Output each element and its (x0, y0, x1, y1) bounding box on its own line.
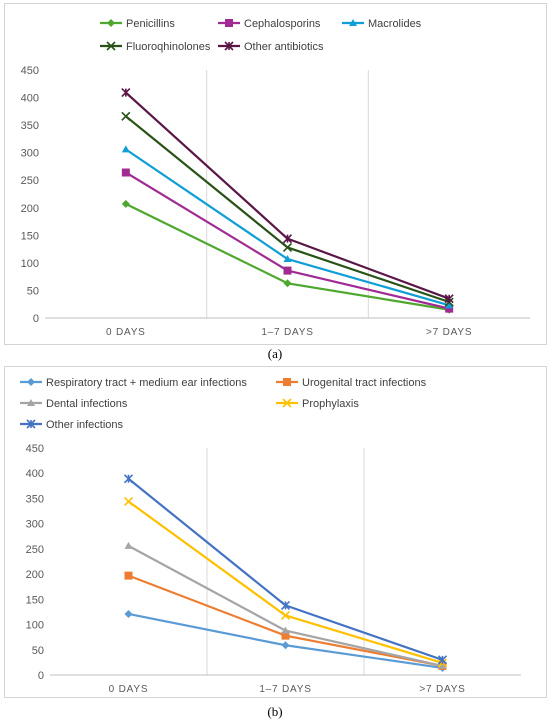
data-point (124, 541, 133, 549)
data-point (283, 255, 292, 263)
legend-label: Dental infections (46, 398, 128, 410)
data-point (280, 610, 291, 621)
legend-marker (27, 399, 35, 406)
legend-marker (225, 19, 233, 27)
y-tick-label: 300 (26, 519, 44, 531)
data-point (444, 294, 454, 304)
y-tick-label: 50 (27, 285, 39, 297)
data-point (281, 631, 290, 640)
y-tick-label: 450 (26, 443, 44, 455)
data-point (280, 600, 291, 610)
legend-label: Penicillins (126, 18, 175, 30)
legend-label: Other infections (46, 419, 124, 431)
data-point (445, 301, 454, 309)
data-point (121, 111, 131, 121)
x-tick-label: 1–7 DAYS (261, 327, 313, 338)
data-point (283, 279, 292, 288)
legend-marker (349, 19, 357, 26)
chart-a: 0 50 100 150 200 250 300 350 400 450 0 DAYS 1–7 DAY… (21, 18, 530, 338)
x-tick-label: 1–7 DAYS (259, 684, 311, 695)
x-tick-label: 0 DAYS (109, 684, 149, 695)
chart-b: 0 50 100 150 200 250 300 350 400 450 0 DAYS 1–7 DAY… (20, 377, 521, 695)
data-point (123, 474, 134, 484)
y-tick-label: 450 (21, 65, 39, 77)
legend-label: Prophylaxis (302, 398, 359, 410)
y-tick-label: 250 (21, 175, 39, 187)
legend-marker (224, 41, 234, 51)
y-tick-label: 250 (26, 544, 44, 556)
panel-label-b: (b) (267, 704, 282, 719)
legend-label: Respiratory tract + medium ear infection… (46, 377, 247, 389)
data-point (282, 242, 293, 253)
data-point (121, 88, 131, 98)
y-tick-label: 200 (21, 203, 39, 215)
y-tick-label: 300 (21, 148, 39, 160)
y-tick-label: 350 (26, 493, 44, 505)
data-point (445, 304, 454, 313)
x-tick-label: >7 DAYS (426, 327, 472, 338)
x-tick-label: >7 DAYS (419, 684, 465, 695)
legend-label: Urogenital tract infections (302, 377, 427, 389)
legend-marker (26, 419, 36, 429)
data-point (121, 145, 130, 153)
y-tick-label: 0 (38, 670, 44, 682)
legend-label: Fluoroqhinolones (126, 41, 211, 53)
data-point (283, 266, 292, 275)
legend-label: Macrolides (368, 18, 422, 30)
y-tick-label: 350 (21, 120, 39, 132)
data-point (121, 199, 130, 208)
legend-marker (107, 19, 115, 27)
data-point (281, 626, 290, 634)
data-point (123, 496, 134, 507)
x-tick-label: 0 DAYS (106, 327, 146, 338)
legend-marker (106, 41, 116, 51)
chart-a-frame (4, 3, 547, 345)
data-point (281, 641, 290, 650)
legend-marker (283, 378, 291, 386)
data-point (437, 655, 448, 665)
y-tick-label: 150 (26, 594, 44, 606)
y-tick-label: 200 (26, 569, 44, 581)
legend-label: Cephalosporins (244, 18, 321, 30)
legend-marker (282, 398, 292, 408)
data-point (121, 168, 130, 177)
data-point (124, 609, 133, 618)
y-tick-label: 400 (26, 468, 44, 480)
y-tick-label: 150 (21, 230, 39, 242)
data-point (124, 571, 133, 580)
y-tick-label: 100 (21, 258, 39, 270)
panel-label-a: (a) (268, 346, 282, 361)
y-tick-label: 400 (21, 93, 39, 105)
chart-b-frame (4, 366, 547, 698)
legend-marker (27, 378, 35, 386)
data-point (282, 234, 293, 244)
legend-label: Other antibiotics (244, 41, 324, 53)
y-tick-label: 0 (33, 313, 39, 325)
data-point (438, 661, 447, 669)
y-tick-label: 100 (26, 620, 44, 632)
y-tick-label: 50 (32, 645, 44, 657)
